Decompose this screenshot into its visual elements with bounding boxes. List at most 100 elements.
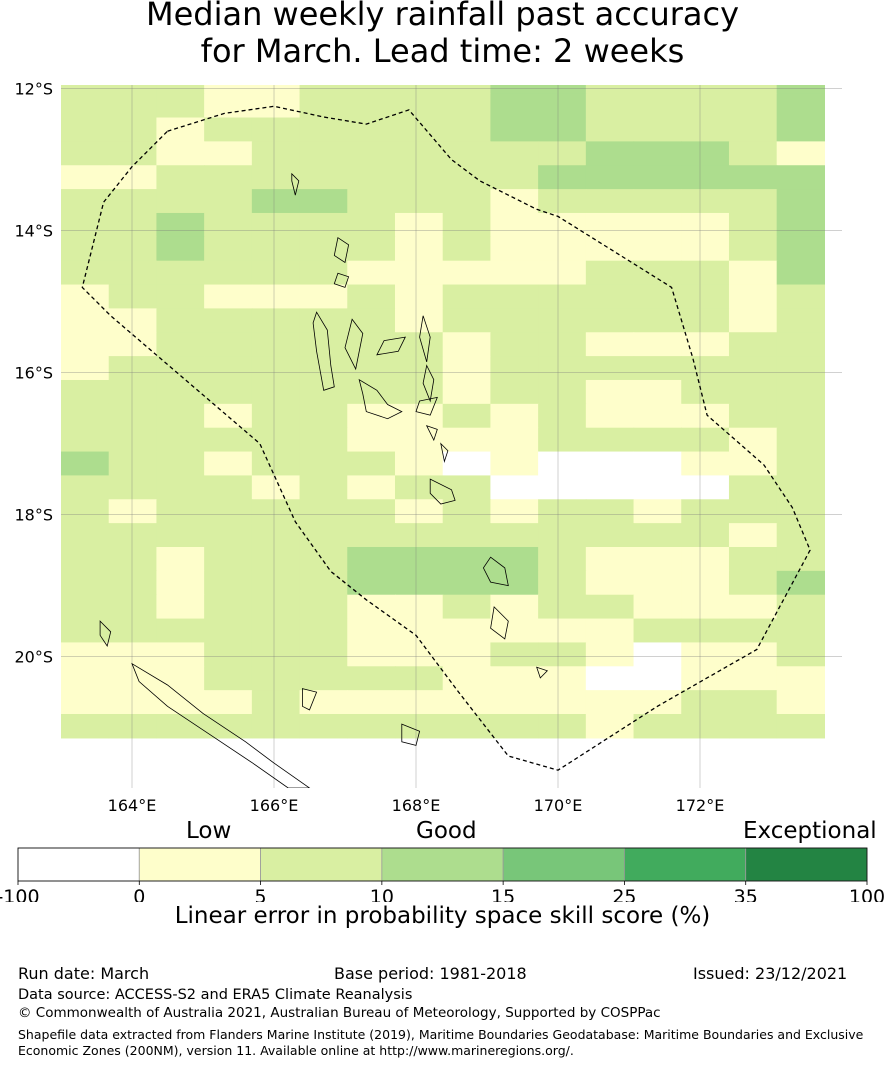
skill-cell bbox=[108, 475, 158, 500]
skill-cell bbox=[538, 85, 587, 95]
skill-cell bbox=[585, 618, 635, 644]
skill-cell bbox=[585, 117, 635, 142]
skill-cell bbox=[347, 260, 396, 286]
skill-cell bbox=[728, 714, 778, 739]
skill-cell bbox=[61, 284, 110, 309]
skill-cell bbox=[394, 451, 444, 477]
skill-cell bbox=[776, 546, 825, 572]
skill-cell bbox=[204, 451, 253, 477]
skill-cell bbox=[681, 165, 730, 190]
skill-cell bbox=[204, 499, 253, 524]
skill-cell bbox=[442, 236, 492, 262]
skill-cell bbox=[585, 332, 635, 357]
skill-cell bbox=[490, 284, 539, 309]
skill-cell bbox=[108, 666, 158, 691]
colorbar-tick-label: 35 bbox=[734, 886, 758, 902]
colorbar-frame bbox=[17, 847, 868, 882]
skill-cell bbox=[61, 642, 110, 667]
skill-cell bbox=[681, 308, 730, 333]
skill-cell bbox=[633, 379, 682, 405]
skill-cell bbox=[728, 523, 778, 548]
island-outline bbox=[312, 311, 335, 391]
skill-cell bbox=[347, 165, 396, 190]
skill-cell bbox=[538, 618, 587, 644]
skill-cell bbox=[204, 618, 253, 644]
skill-cell bbox=[61, 260, 110, 286]
skill-cell bbox=[394, 475, 444, 500]
skill-cell bbox=[776, 714, 825, 739]
skill-cell bbox=[490, 379, 539, 405]
skill-cell bbox=[394, 427, 444, 453]
colorbar-tick-label: 100 bbox=[849, 886, 885, 902]
skill-cell bbox=[299, 594, 348, 620]
skill-cell bbox=[442, 546, 492, 572]
skill-cell bbox=[633, 618, 682, 644]
run-date: Run date: March bbox=[18, 964, 150, 983]
map-title-line-2: for March. Lead time: 2 weeks bbox=[200, 32, 685, 70]
skill-cell bbox=[156, 236, 205, 262]
skill-cell bbox=[394, 236, 444, 262]
skill-cell bbox=[442, 308, 492, 333]
skill-cell bbox=[156, 189, 205, 214]
skill-cell bbox=[538, 594, 587, 620]
skill-cell bbox=[442, 403, 492, 429]
skill-cell bbox=[681, 451, 730, 477]
skill-cell bbox=[204, 189, 253, 214]
island-outline bbox=[333, 272, 350, 288]
skill-cell bbox=[347, 212, 396, 238]
skill-cell bbox=[442, 212, 492, 238]
skill-cell bbox=[299, 141, 348, 166]
colorbar-segment bbox=[502, 847, 625, 882]
skill-cell bbox=[156, 451, 205, 477]
skill-cell bbox=[108, 570, 158, 596]
skill-cell bbox=[490, 117, 539, 142]
skill-cell bbox=[251, 546, 301, 572]
skill-cell bbox=[204, 85, 253, 95]
skill-cell bbox=[299, 260, 348, 286]
skill-cell bbox=[633, 236, 682, 262]
skill-cell bbox=[156, 284, 205, 309]
skill-cell bbox=[394, 356, 444, 381]
skill-cell bbox=[538, 642, 587, 667]
skill-cell bbox=[61, 475, 110, 500]
island-outline bbox=[401, 723, 421, 746]
skill-cell bbox=[442, 427, 492, 453]
skill-cell bbox=[776, 189, 825, 214]
skill-cell bbox=[728, 165, 778, 190]
skill-cell bbox=[108, 379, 158, 405]
coastlines bbox=[99, 172, 549, 788]
colorbar-segment bbox=[745, 847, 868, 882]
skill-cell bbox=[442, 356, 492, 381]
skill-cell bbox=[394, 212, 444, 238]
skill-cell bbox=[776, 594, 825, 620]
skill-cell bbox=[681, 570, 730, 596]
skill-cell bbox=[538, 165, 587, 190]
skill-cell bbox=[394, 570, 444, 596]
skill-cell bbox=[585, 403, 635, 429]
skill-cell bbox=[61, 570, 110, 596]
skill-cell bbox=[251, 594, 301, 620]
base-period: Base period: 1981-2018 bbox=[334, 964, 527, 983]
skill-cell bbox=[538, 499, 587, 524]
skill-cell bbox=[776, 165, 825, 190]
skill-cell bbox=[585, 85, 635, 95]
skill-cell bbox=[299, 403, 348, 429]
skill-cell bbox=[204, 427, 253, 453]
skill-cell bbox=[61, 546, 110, 572]
skill-cell bbox=[251, 714, 301, 739]
skill-cell bbox=[728, 284, 778, 309]
skill-cell bbox=[204, 642, 253, 667]
skill-cell bbox=[108, 523, 158, 548]
skill-cell bbox=[681, 260, 730, 286]
skill-cell bbox=[728, 189, 778, 214]
colorbar-label: Linear error in probability space skill … bbox=[174, 903, 711, 929]
skill-cell bbox=[61, 308, 110, 333]
skill-cell bbox=[156, 403, 205, 429]
skill-cell bbox=[728, 356, 778, 381]
skill-cell bbox=[156, 594, 205, 620]
skill-cell bbox=[633, 332, 682, 357]
skill-cell bbox=[728, 594, 778, 620]
skill-cell bbox=[442, 189, 492, 214]
skill-cell bbox=[204, 379, 253, 405]
skill-cell bbox=[108, 427, 158, 453]
